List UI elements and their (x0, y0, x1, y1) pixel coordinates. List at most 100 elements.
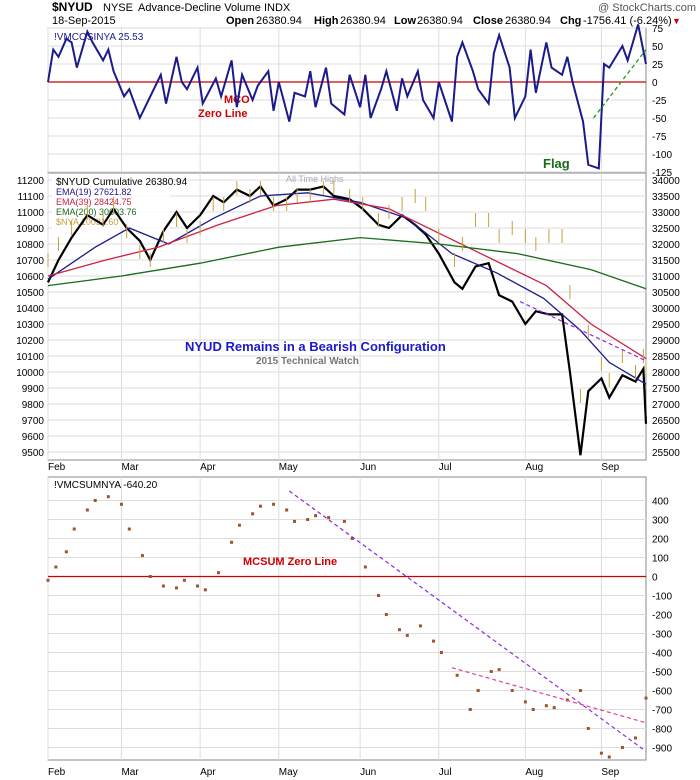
month-tick-label: Mar (121, 462, 139, 473)
nyud-left-tick-label: 11000 (17, 208, 45, 219)
mcsum-point (552, 706, 556, 710)
month-tick-label: Feb (48, 462, 66, 473)
low-label: Low (394, 15, 416, 27)
mcsum-legend: !VMCSUMNYA -640.20 (54, 480, 158, 491)
mcsum-point (46, 578, 50, 582)
month-tick-label: Apr (200, 767, 216, 778)
mco-legend: !VMCOSINYA 25.53 (54, 32, 144, 43)
mcsum-point (384, 613, 388, 616)
nyud-left-tick-label: 9700 (22, 416, 45, 427)
nyud-left-tick-label: 9500 (22, 448, 45, 459)
mcsum-tick-label: -600 (652, 687, 672, 698)
nyud-right-tick-label: 34000 (652, 176, 680, 187)
mco-tick-label: -25 (652, 96, 667, 107)
mcsum-point (439, 651, 443, 654)
mcsum-tick-label: -500 (652, 668, 672, 679)
legend-ema39: EMA(39) 28424.75 (56, 197, 132, 207)
mcsum-point (140, 554, 144, 558)
nyud-right-tick-label: 31500 (652, 256, 680, 267)
mcsum-tick-label: -300 (652, 630, 672, 641)
low-value: 26380.94 (417, 15, 463, 27)
mcsum-point (523, 700, 527, 704)
mcsum-point (306, 518, 310, 521)
month-tick-label: Apr (200, 462, 216, 473)
mcsum-point (161, 584, 165, 588)
mcsum-trend-line (451, 667, 647, 724)
mcsum-point (531, 708, 535, 711)
mcsum-point (148, 575, 152, 578)
mcsum-point (397, 628, 401, 632)
mcsum-point (350, 537, 354, 540)
down-arrow-icon: ▼ (672, 16, 681, 26)
nyud-left-tick-label: 10900 (16, 224, 44, 235)
axis-labels: Feb Feb Mar Mar Apr Apr May May Jun Jun Jul Jul Aug A… (16, 24, 680, 778)
mcsum-point (203, 588, 207, 592)
mcsum-point (607, 755, 611, 759)
nyud-right-tick-label: 30000 (652, 304, 680, 315)
mco-tick-label: 25 (652, 60, 664, 71)
high-label: High (314, 15, 339, 27)
mcsum-point (544, 704, 548, 708)
flag-annotation: Flag (543, 156, 570, 171)
mcsum-point (578, 689, 582, 692)
high-value: 26380.94 (340, 15, 386, 27)
mcsum-point (497, 668, 501, 672)
description: Advance-Decline Volume INDX (138, 2, 291, 14)
mcsum-point (251, 512, 255, 516)
close-value: 26380.94 (505, 15, 551, 27)
nyud-left-tick-label: 10000 (16, 368, 44, 379)
nyud-right-tick-label: 32500 (652, 224, 680, 235)
mco-tick-label: -75 (652, 132, 667, 143)
nyud-right-tick-label: 32000 (652, 240, 680, 251)
nyud-trend-line (519, 301, 647, 362)
nyud-left-tick-label: 9600 (22, 432, 45, 443)
nyud-left-tick-label: 9800 (22, 400, 45, 411)
mcsum-point (54, 565, 58, 569)
mcsum-point (418, 624, 422, 628)
mco-tick-label: 50 (652, 42, 664, 53)
mcsum-point (476, 689, 480, 692)
mcsum-tick-label: -800 (652, 725, 672, 736)
nyud-right-tick-label: 26500 (652, 416, 680, 427)
mcsum-point (258, 504, 262, 508)
headline: NYUD Remains in a Bearish Configuration (185, 339, 446, 354)
mcsum-point (293, 519, 297, 523)
legend-nya: $NYA 10031.60 (56, 217, 118, 227)
gridlines (47, 27, 646, 760)
month-tick-label: Feb (48, 767, 66, 778)
nyud-left-tick-label: 9900 (22, 384, 45, 395)
mcsum-point (363, 565, 367, 569)
mcsum-tick-label: 400 (652, 497, 669, 508)
mcsum-point (489, 670, 493, 673)
mcsum-tick-label: 0 (652, 573, 658, 584)
symbol: $NYUD (52, 0, 93, 14)
mcsum-tick-label: -100 (652, 592, 672, 603)
mco-tick-label: -125 (652, 168, 672, 179)
nyud-series-line (47, 236, 647, 290)
month-tick-label: Jul (439, 767, 452, 778)
mcsum-point (196, 584, 199, 588)
mco-zero-label-2: Zero Line (198, 108, 248, 120)
mcsum-point (586, 727, 590, 730)
mcsum-point (64, 550, 68, 554)
nyud-right-tick-label: 30500 (652, 288, 680, 299)
mcsum-point (230, 540, 234, 544)
mcsum-point (376, 594, 380, 597)
month-tick-label: Sep (601, 767, 619, 778)
nyud-left-tick-label: 10800 (16, 240, 44, 251)
mcsum-tick-label: 300 (652, 516, 669, 527)
nyud-series-line (47, 198, 647, 360)
month-tick-label: Jun (360, 462, 376, 473)
mco-tick-label: -50 (652, 114, 667, 125)
mcsum-point (127, 527, 131, 531)
nyud-right-tick-label: 27000 (652, 400, 680, 411)
mcsum-point (468, 708, 472, 711)
mcsum-point (342, 519, 346, 523)
chart-marks (46, 24, 648, 759)
mcsum-point (455, 673, 459, 677)
nyud-legend: $NYUD Cumulative 26380.94 EMA(19) 27621.… (52, 175, 188, 229)
mcsum-point (272, 502, 276, 506)
chg-value: -1756.41 (-6.24%) (583, 15, 672, 27)
mcsum-tick-label: -400 (652, 649, 672, 660)
nyud-left-tick-label: 10700 (16, 256, 44, 267)
